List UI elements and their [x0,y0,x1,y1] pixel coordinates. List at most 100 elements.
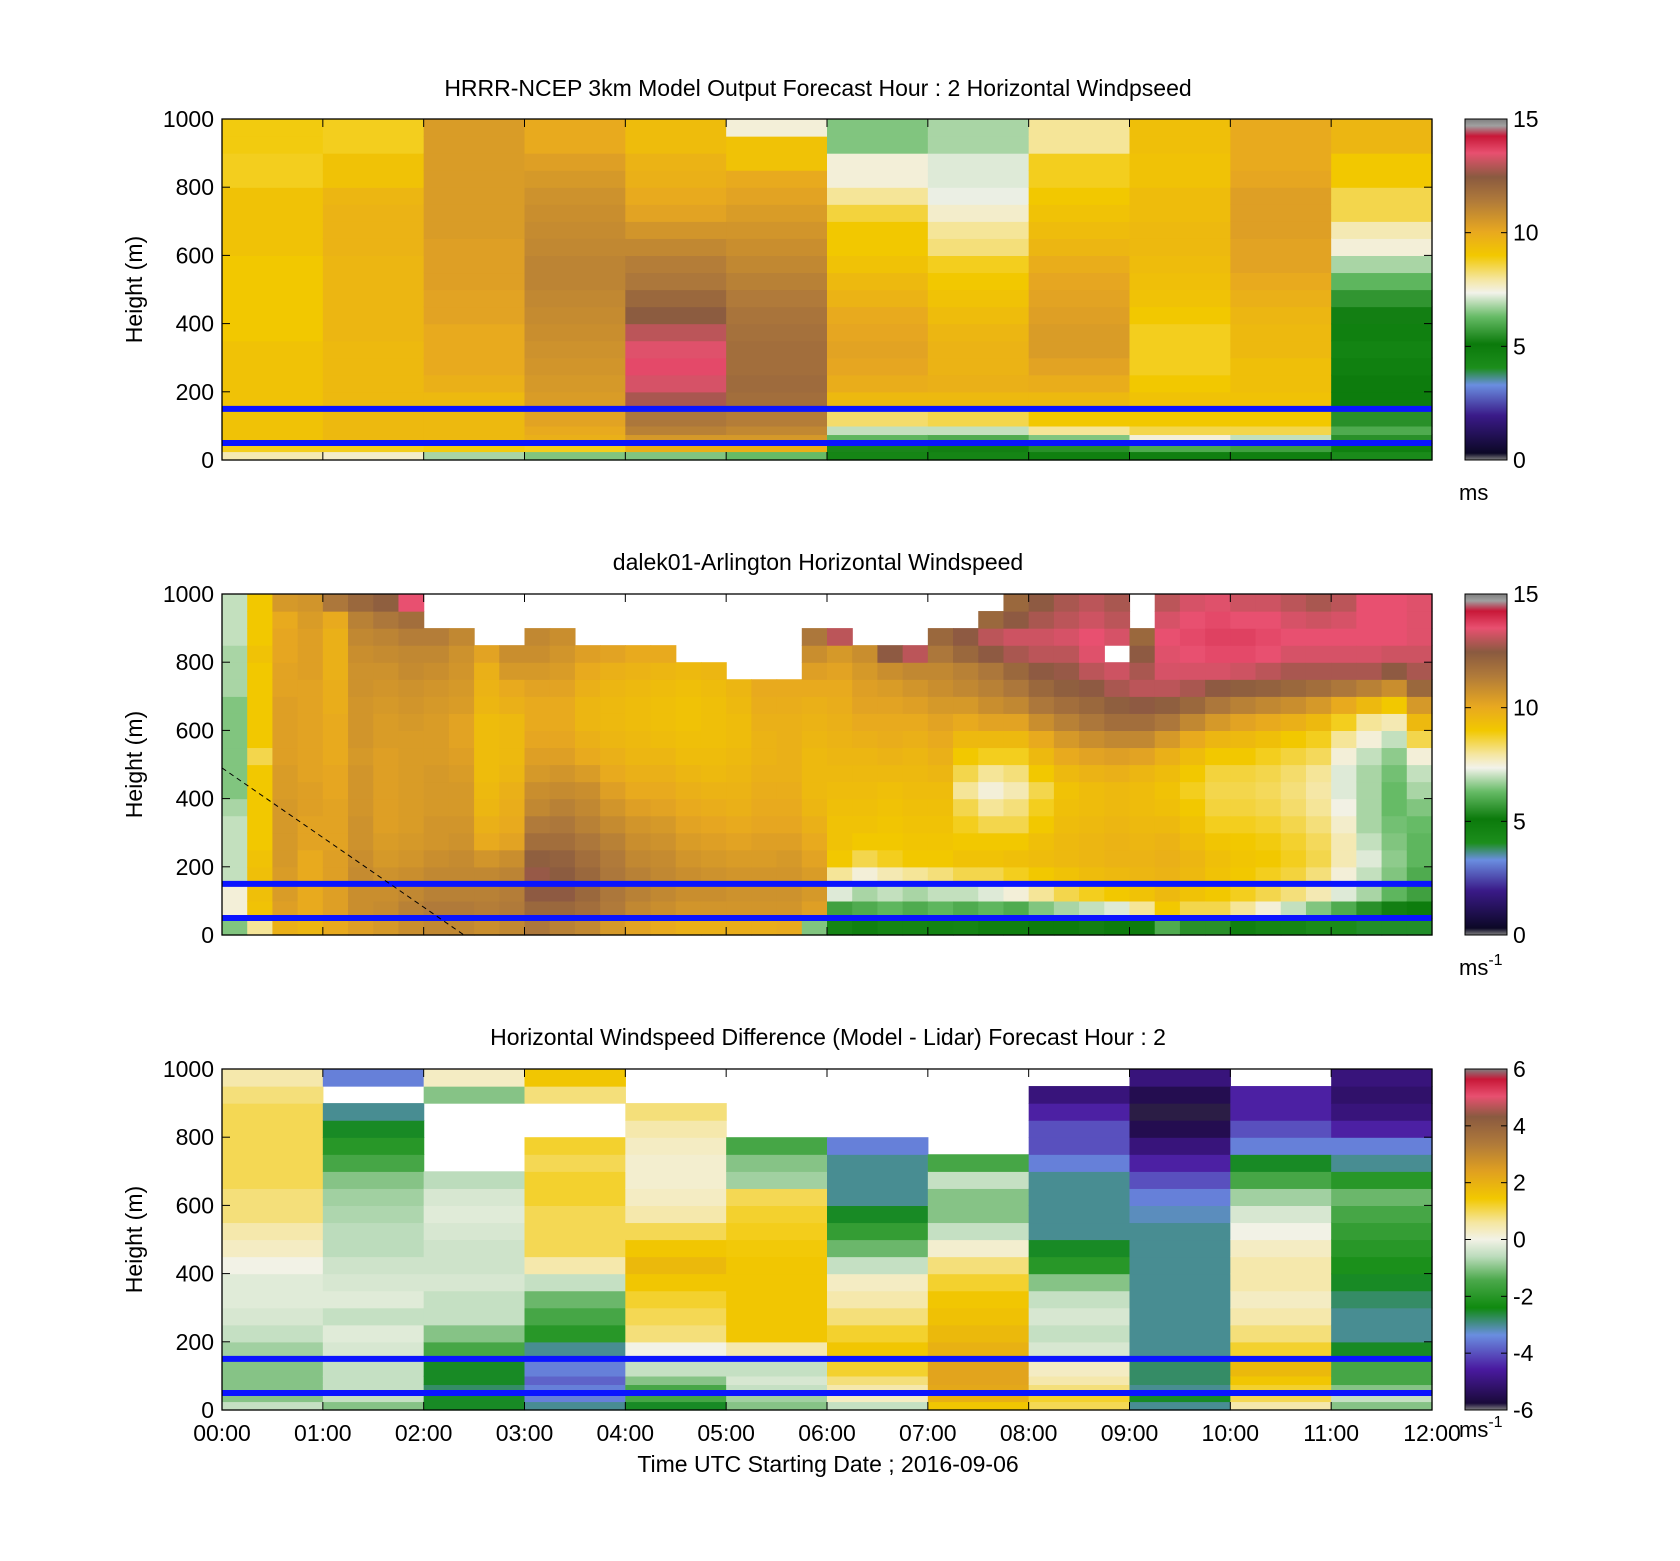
heatmap-cell [1028,1256,1131,1275]
heatmap-cell [348,662,374,680]
heatmap-cell [1230,238,1332,256]
heatmap-cell [222,1171,324,1189]
heatmap-cell [827,662,853,680]
heatmap-cell [1230,1171,1332,1189]
heatmap-cell [1154,696,1181,714]
heatmap-cell [827,434,929,444]
heatmap-cell [726,730,752,749]
heatmap-cell [1230,713,1257,731]
heatmap-cell [776,713,803,731]
heatmap-cell [1154,866,1181,885]
heatmap-cell [373,679,400,697]
heatmap-cell [625,1222,727,1241]
heatmap-cell [927,628,954,646]
heatmap-cell [398,781,425,800]
heatmap-cell [348,764,374,783]
heatmap-cell [524,917,551,936]
heatmap-cell [625,1307,727,1326]
heatmap-cell [524,289,626,308]
heatmap-cell [348,679,374,697]
heatmap-cell [297,611,324,629]
heatmap-cell [222,1358,324,1377]
heatmap-cell [448,900,475,919]
heatmap-cell [322,1222,425,1241]
heatmap-cell [625,306,727,325]
heatmap-cell [726,1171,828,1189]
heatmap-cell [1305,883,1332,902]
heatmap-cell [801,781,828,800]
heatmap-cell [222,272,324,291]
heatmap-cell [222,1384,324,1394]
heatmap-cell [1028,815,1055,834]
heatmap-cell [524,434,626,444]
heatmap-cell [726,434,828,444]
heatmap-cell [927,340,1030,359]
heatmap-cell [1154,832,1181,851]
heatmap-cell [1205,764,1231,783]
x-tick-label: 04:00 [597,1420,655,1446]
heatmap-cell [524,1375,626,1386]
heatmap-cell [700,747,727,766]
heatmap-cell [675,866,702,885]
heatmap-cell [675,832,702,851]
heatmap-cell [222,1273,324,1292]
x-tick-label: 09:00 [1101,1420,1159,1446]
heatmap-cell [423,357,526,376]
heatmap-cell [448,917,475,936]
heatmap-cell [398,900,425,919]
heatmap-cell [675,798,702,817]
y-tick-label: 200 [176,379,214,405]
heatmap-cell [1205,798,1231,817]
heatmap-cell [978,628,1005,646]
heatmap-cell [222,1120,324,1138]
heatmap-cell [902,883,929,902]
heatmap-cell [700,866,727,885]
heatmap-cell [1179,900,1206,919]
heatmap-cell [1406,747,1433,766]
heatmap-cell [524,425,626,436]
heatmap-cell [1129,272,1231,291]
heatmap-cell [1129,696,1156,714]
heatmap-cell [1331,204,1433,222]
heatmap-cell [953,832,979,851]
y-tick-label: 1000 [163,581,214,607]
heatmap-cell [398,866,425,885]
heatmap-cell [1129,391,1231,410]
heatmap-cell [1280,917,1307,936]
heatmap-cell [953,696,979,714]
heatmap-cell [322,849,349,868]
x-tick-label: 08:00 [1000,1420,1058,1446]
heatmap-cell [1179,730,1206,749]
heatmap-cell [751,747,778,766]
heatmap-cell [222,900,248,919]
heatmap-cell [1129,221,1231,239]
heatmap-cell [524,136,626,154]
heatmap-cell [902,730,929,749]
heatmap-cell [1381,679,1408,697]
heatmap-cell [927,1384,1030,1394]
heatmap-cell [1179,713,1206,731]
heatmap-cell [1003,611,1030,629]
heatmap-cell [247,713,274,731]
heatmap-cell [272,781,299,800]
heatmap-cell [625,136,727,154]
heatmap-cell [852,713,879,731]
heatmap-cell [1230,391,1332,410]
heatmap-cell [1305,764,1332,783]
heatmap-cell [1129,1086,1231,1104]
heatmap-cell [1028,1188,1131,1206]
heatmap-cell [927,442,1030,453]
heatmap-cell [1003,781,1030,800]
heatmap-cell [927,1290,1030,1309]
heatmap-cell [1230,204,1332,222]
x-ticks: 00:00 01:00 02:00 03:00 04:00 05:00 06:00 07:00… [193,1069,1461,1446]
heatmap-cell [1331,408,1433,427]
heatmap-cell [1255,832,1282,851]
heatmap-cell [1230,434,1332,444]
heatmap-cell [927,1307,1030,1326]
heatmap-cell [1205,730,1231,749]
heatmap-cell [827,1290,929,1309]
heatmap-cell [524,323,626,342]
heatmap-cell [322,594,349,612]
heatmap-cell [1230,1384,1332,1394]
